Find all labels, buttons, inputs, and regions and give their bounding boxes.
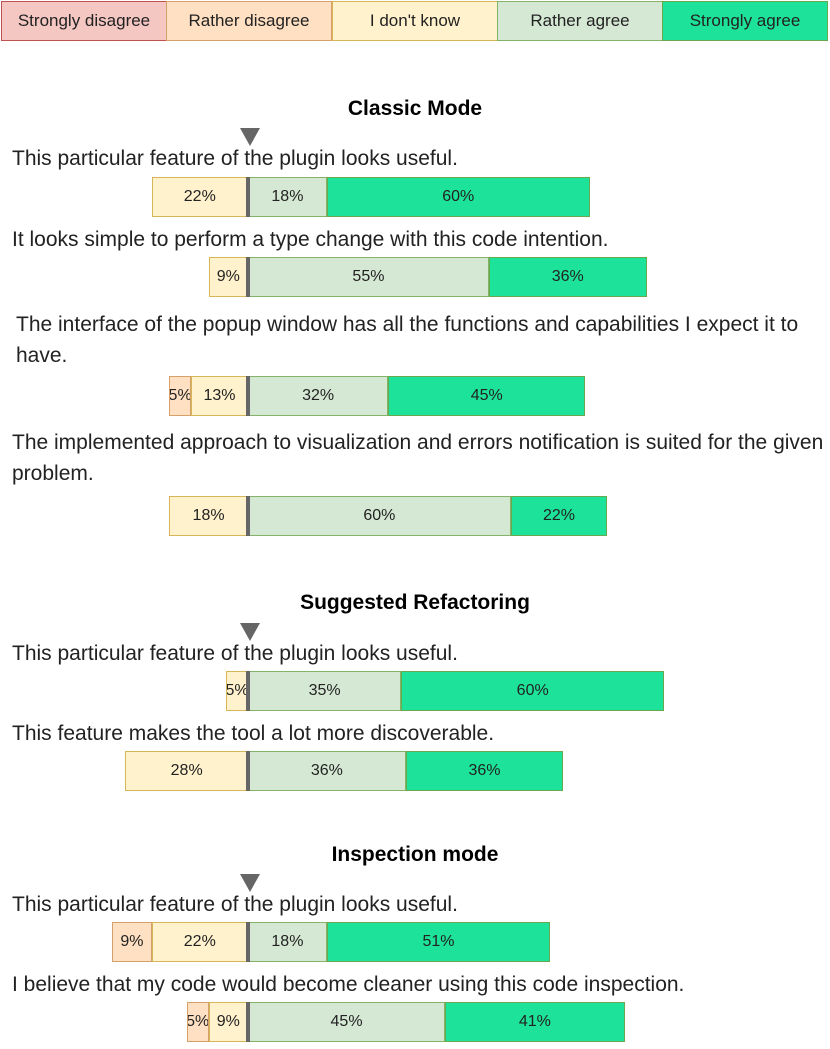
bar-segment-rd: 9% — [112, 922, 152, 962]
bar-segment-ra: 55% — [248, 257, 489, 297]
section-title-suggested-refactoring: Suggested Refactoring — [300, 591, 530, 614]
neutral-line — [246, 751, 250, 791]
legend-item-strongly-disagree: Strongly disagree — [1, 1, 167, 41]
neutral-marker-arrow-icon — [240, 128, 260, 146]
legend-item-rather-agree: Rather agree — [497, 1, 663, 41]
bar-segment-dk: 5% — [226, 671, 248, 711]
bar-segment-dk: 22% — [151, 177, 248, 217]
bar-segment-dk: 18% — [169, 496, 248, 536]
response-bar: 5% 35% 60% — [0, 671, 830, 711]
bar-segment-dk: 22% — [151, 922, 248, 962]
legend: Strongly disagree Rather disagree I don'… — [0, 0, 830, 44]
bar-segment-ra: 32% — [248, 376, 389, 416]
neutral-line — [246, 376, 250, 416]
question-text: The interface of the popup window has al… — [16, 313, 799, 367]
neutral-marker-arrow-icon — [240, 874, 260, 892]
bar-segment-sa: 36% — [488, 257, 647, 297]
question-text: This feature makes the tool a lot more d… — [12, 722, 495, 745]
section-title-classic-mode: Classic Mode — [347, 97, 483, 120]
legend-item-strongly-agree: Strongly agree — [662, 1, 828, 41]
question-text: This particular feature of the plugin lo… — [12, 642, 458, 665]
neutral-marker-arrow-icon — [240, 623, 260, 641]
bar-segment-dk: 9% — [208, 257, 248, 297]
response-bar: 9% 5% 45% 41% — [0, 1002, 830, 1042]
bar-segment-sa: 51% — [326, 922, 551, 962]
bar-segment-sa: 60% — [401, 671, 665, 711]
neutral-line — [246, 177, 250, 217]
bar-segment-ra: 45% — [248, 1002, 446, 1042]
neutral-line — [246, 671, 250, 711]
bar-segment-ra: 35% — [248, 671, 402, 711]
neutral-line — [246, 922, 250, 962]
bar-segment-sa: 36% — [405, 751, 564, 791]
bar-segment-ra: 60% — [248, 496, 511, 536]
legend-item-rather-disagree: Rather disagree — [166, 1, 332, 41]
question-text: It looks simple to perform a type change… — [12, 228, 609, 251]
response-bar: 9% 55% 36% — [0, 257, 830, 297]
bar-segment-ra: 36% — [248, 751, 406, 791]
bar-segment-dk: 28% — [125, 751, 248, 791]
section-title-inspection-mode: Inspection mode — [331, 843, 499, 866]
neutral-line — [246, 257, 250, 297]
question-text: This particular feature of the plugin lo… — [12, 147, 458, 170]
bar-segment-sa: 60% — [326, 177, 590, 217]
bar-segment-sa: 41% — [445, 1002, 625, 1042]
response-bar: 22% 9% 18% 51% — [0, 922, 830, 962]
bar-segment-dk: 9% — [208, 1002, 248, 1042]
bar-segment-ra: 18% — [248, 177, 327, 217]
question-text: The implemented approach to visualizatio… — [12, 431, 824, 485]
bar-segment-rd: 5% — [169, 376, 192, 416]
bar-segment-dk: 13% — [191, 376, 248, 416]
legend-item-dont-know: I don't know — [332, 1, 498, 41]
neutral-line — [246, 496, 250, 536]
response-bar: 22% 18% 60% — [0, 177, 830, 217]
neutral-line — [246, 1002, 250, 1042]
question-text: I believe that my code would become clea… — [12, 973, 685, 996]
bar-segment-ra: 18% — [248, 922, 327, 962]
response-bar: 13% 5% 32% 45% — [0, 376, 830, 416]
bar-segment-rd: 5% — [186, 1002, 209, 1042]
response-bar: 18% 60% 22% — [0, 496, 830, 536]
question-text: This particular feature of the plugin lo… — [12, 893, 458, 916]
bar-segment-sa: 22% — [510, 496, 608, 536]
response-bar: 28% 36% 36% — [0, 751, 830, 791]
bar-segment-sa: 45% — [388, 376, 586, 416]
